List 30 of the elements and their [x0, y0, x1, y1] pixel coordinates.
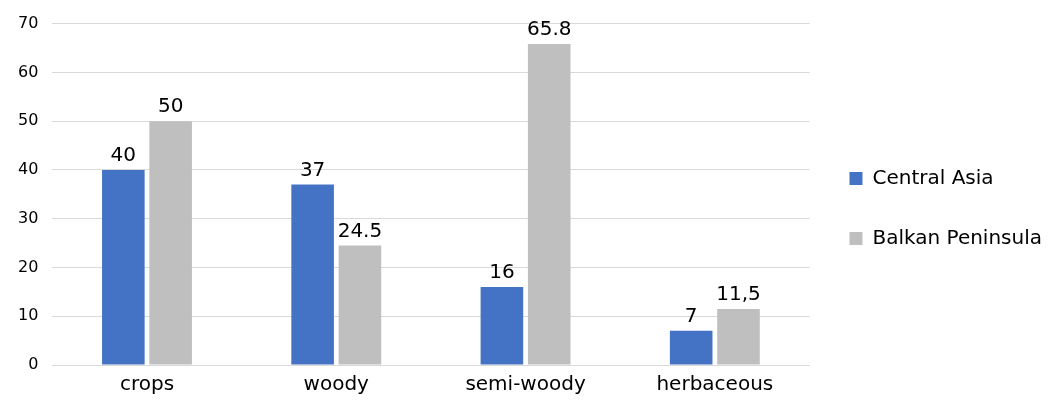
bar: [717, 308, 760, 365]
y-tick-label: 0: [28, 354, 39, 374]
bar: [527, 44, 571, 365]
x-tick-label: crops: [119, 371, 175, 396]
legend-label: Balkan Peninsula: [872, 224, 1043, 249]
x-tick-label: herbaceous: [656, 371, 774, 396]
bar: [291, 184, 334, 365]
y-tick-label: 20: [18, 256, 39, 276]
x-tick-label: semi-woody: [465, 371, 586, 396]
bar: [338, 245, 382, 365]
data-label: 65.8: [526, 16, 572, 41]
bar: [480, 286, 524, 365]
bar: [669, 330, 713, 365]
data-label: 7: [684, 303, 698, 328]
bar: [149, 121, 192, 365]
data-label: 16: [489, 259, 515, 284]
y-tick-label: 30: [18, 207, 39, 227]
y-tick-label: 10: [18, 305, 39, 325]
data-label: 37: [299, 156, 326, 181]
data-label: 40: [110, 142, 137, 167]
legend-label: Central Asia: [872, 164, 994, 189]
y-tick-label: 50: [18, 110, 39, 130]
data-label: 24.5: [337, 217, 383, 242]
bar: [102, 169, 145, 365]
data-label: 50: [157, 93, 184, 118]
x-tick-label: woody: [303, 371, 370, 396]
y-tick-label: 60: [18, 61, 39, 81]
data-label: 11,5: [716, 281, 761, 306]
y-tick-label: 40: [18, 159, 39, 179]
y-tick-label: 70: [18, 12, 39, 32]
